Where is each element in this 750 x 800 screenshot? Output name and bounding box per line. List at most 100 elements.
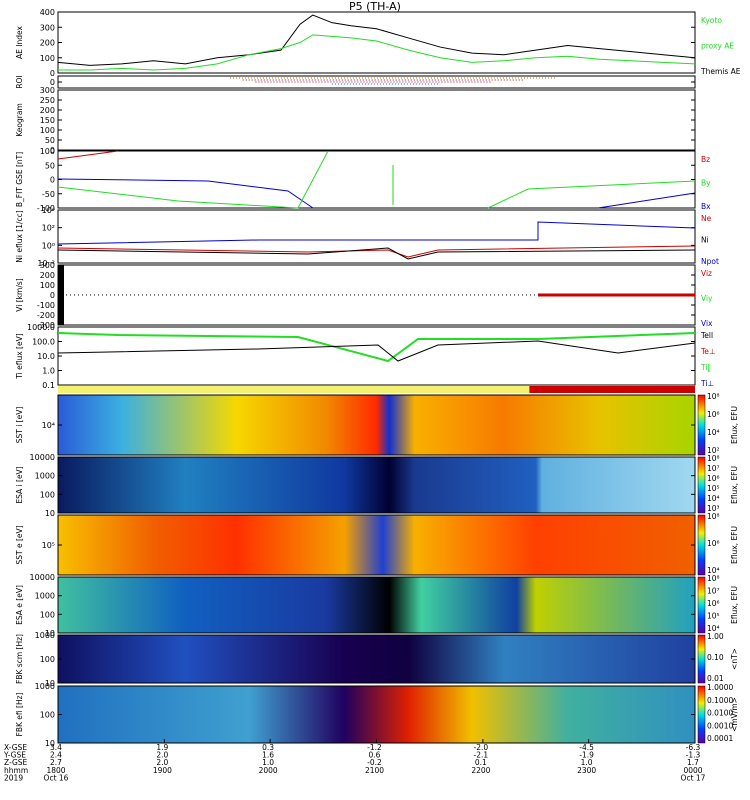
time-row-label: X-GSE (4, 743, 27, 752)
sst_i-colorbar (697, 394, 706, 456)
esa_i-ytick-label: 100 (40, 490, 55, 499)
bfit-legend-1: By (701, 179, 711, 188)
ae-ytick-label: 0 (50, 69, 55, 78)
fbk_b-colorbar (697, 634, 706, 684)
ti-legend-1: Te⊥ (700, 347, 715, 356)
fbk_e-ytick-label: 100 (40, 711, 55, 720)
bfit-ytick-label: -50 (42, 190, 55, 199)
fbk_e-ylabel: FBK efi [Hz] (15, 692, 24, 736)
sst_i-ylabel: SST i [eV] (15, 407, 24, 444)
time-row-value: 3.4 (50, 743, 62, 752)
vi-data-start (58, 265, 64, 325)
ni-series (57, 247, 696, 260)
time-row-value: 2100 (365, 766, 384, 775)
vi-ylabel: Vi [km/s] (15, 278, 24, 311)
by-series-late (487, 180, 696, 209)
time-row-value: 2200 (471, 766, 490, 775)
ti-ytick-label: 0.1 (42, 381, 55, 390)
time-row-value: 0.1 (475, 758, 487, 767)
esa_e-colorbar-label: Eflux, EFU (730, 586, 739, 624)
ti-ylabel: Ti eflux [eV] (15, 333, 24, 379)
bfit-ytick-label: 100 (40, 147, 55, 156)
time-row-value: 0000 (683, 766, 702, 775)
time-row-label: Y-GSE (3, 751, 26, 760)
sst_e-colorbar-tick: 10⁶ (707, 539, 720, 548)
ni-ytick-label: 10² (42, 224, 55, 233)
keogram-frame (57, 89, 696, 151)
ni-legend-0: Ne (701, 214, 712, 223)
ti-ytick-label: 10.0 (37, 352, 55, 361)
esa_e-colorbar-tick: 10⁵ (707, 612, 720, 621)
fbk_e-colorbar-tick: 0.0001 (707, 734, 733, 743)
vi-ytick-label: 0 (50, 291, 55, 300)
ti-ytick-label: 1.0 (42, 367, 55, 376)
ae-legend-0: Kyoto (701, 16, 722, 25)
esa_i-colorbar-label: Eflux, EFU (730, 466, 739, 504)
esa_i-heatmap (58, 457, 695, 513)
ni-frame (57, 209, 696, 264)
time-row-value: 1.0 (262, 758, 274, 767)
tell-series (57, 340, 696, 362)
time-row-value: 2.0 (156, 751, 168, 760)
vi-ytick-label: -200 (37, 311, 55, 320)
bfit-ylabel: B_FIT GSE [nT] (15, 152, 24, 207)
ae-series-1 (58, 34, 696, 71)
esa_e-colorbar-tick: 10⁸ (707, 574, 720, 583)
esa_e-ytick-label: 10000 (30, 573, 55, 582)
fbk_e-colorbar-tick: 0.0010 (707, 721, 733, 730)
sst_e-heatmap (58, 515, 695, 575)
mode-bar-fast (529, 386, 695, 393)
vi-ytick-label: -100 (37, 301, 55, 310)
fbk_e-heatmap (58, 686, 695, 743)
bfit-ytick-label: 0 (50, 176, 55, 185)
esa_i-colorbar-tick: 10⁵ (707, 484, 720, 493)
esa_i-colorbar-tick: 10⁶ (707, 474, 720, 483)
fbk_e-colorbar-tick: 0.1000 (707, 696, 733, 705)
esa_i-ylabel: ESA i [eV] (15, 466, 24, 503)
vi-legend-1: Viy (701, 294, 713, 303)
vi-ytick-label: -300 (37, 321, 55, 330)
ae-ytick-label: 100 (40, 54, 55, 63)
keogram-ytick-label: 150 (40, 116, 55, 125)
tipar-series (57, 332, 696, 363)
ni-ytick-label: 10⁰ (42, 241, 55, 250)
time-row-label: 2019 (4, 773, 23, 782)
ae-ylabel: AE Index (15, 25, 24, 58)
bz-series (57, 150, 119, 160)
bfit-legend-0: Bz (701, 155, 710, 164)
fbk_b-colorbar-tick: 0.01 (707, 674, 724, 683)
ni-ylabel: Ni eflux [1/cc] (15, 210, 24, 262)
esa_e-frame (57, 576, 696, 634)
keogram-ytick-label: 200 (40, 106, 55, 115)
keogram-ytick-label: 100 (40, 126, 55, 135)
sst_e-colorbar-label: Eflux, EFU (730, 526, 739, 564)
ae-ytick-label: 300 (40, 23, 55, 32)
fbk_b-colorbar-label: <nT> (730, 648, 739, 670)
bx-series (57, 178, 314, 209)
time-row-value: 0.6 (369, 751, 381, 760)
sst_i-colorbar-tick: 10⁶ (707, 410, 720, 419)
esa_e-ylabel: ESA e [eV] (15, 585, 24, 625)
sst_i-ytick-label: 10⁴ (42, 421, 55, 430)
esa_i-colorbar (697, 456, 706, 514)
ae-legend-1: proxy AE (701, 42, 734, 51)
ti-legend-3: Ti⊥ (700, 379, 714, 388)
esa_i-colorbar-tick: 10³ (707, 504, 720, 513)
keogram-ytick-label: 300 (40, 86, 55, 95)
vi-legend-0: Viz (701, 269, 712, 278)
bfit-frame (57, 150, 696, 209)
ni-legend-1: Ni (701, 236, 709, 245)
fbk_b-ytick-label: 1000 (35, 631, 55, 640)
ae-ytick-label: 400 (40, 8, 55, 17)
ni-legend-2: Npot (701, 257, 719, 266)
esa_e-colorbar-tick: 10⁷ (707, 587, 720, 596)
ae-ytick-label: 200 (40, 39, 55, 48)
bx-series-late (597, 192, 696, 209)
time-row-value: -4.5 (579, 743, 594, 752)
time-row-value: 2000 (259, 766, 278, 775)
fbk_b-ytick-label: 100 (40, 655, 55, 664)
sst_e-ytick-label: 10⁵ (42, 541, 55, 550)
sst_e-ylabel: SST e [eV] (15, 525, 24, 564)
esa_e-colorbar-tick: 10⁴ (707, 624, 720, 633)
